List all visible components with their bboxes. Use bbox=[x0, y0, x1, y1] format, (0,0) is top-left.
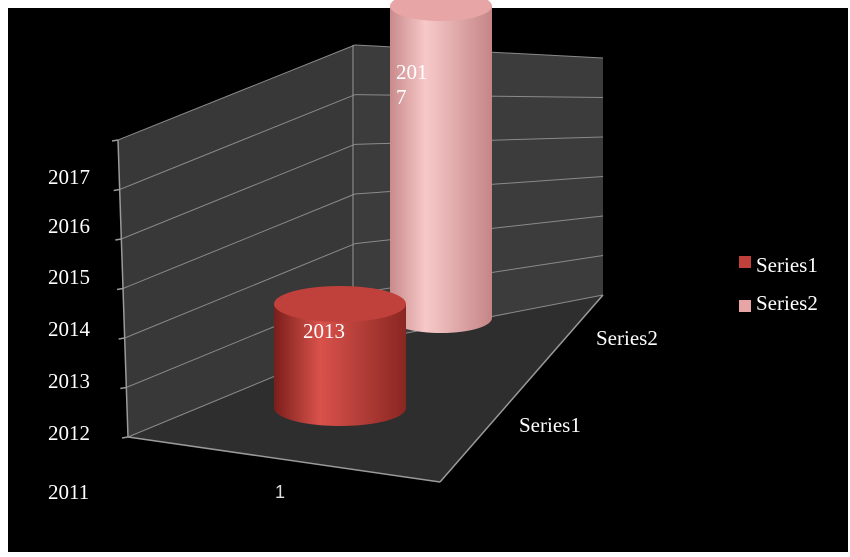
cylinder-top bbox=[390, 0, 492, 21]
y-tick-label: 2013 bbox=[48, 369, 90, 393]
legend-label-series2: Series2 bbox=[756, 291, 818, 315]
y-tick-label: 2016 bbox=[48, 214, 90, 238]
bar-series2 bbox=[390, 0, 492, 333]
data-label-series2-line1: 201 bbox=[396, 60, 428, 84]
value-axis-line bbox=[117, 139, 129, 438]
y-tick-mark bbox=[121, 436, 129, 439]
y-tick-mark bbox=[113, 188, 120, 192]
y-tick-mark bbox=[111, 139, 119, 142]
series-axis-label: Series2 bbox=[596, 326, 658, 350]
y-tick-mark bbox=[116, 287, 124, 291]
legend-swatch-series2 bbox=[739, 300, 751, 312]
y-tick-label: 2017 bbox=[48, 165, 90, 189]
cylinder-body bbox=[274, 304, 406, 426]
y-tick-mark bbox=[120, 386, 127, 390]
y-tick-label: 2014 bbox=[48, 317, 91, 341]
legend-swatch-series1 bbox=[739, 256, 751, 268]
y-tick-mark bbox=[115, 238, 122, 241]
series-axis-label: Series1 bbox=[519, 413, 581, 437]
data-label-series1: 2013 bbox=[303, 319, 345, 343]
y-tick-label: 2012 bbox=[48, 421, 90, 445]
gridline-left bbox=[122, 193, 356, 289]
cylinder-top bbox=[274, 286, 406, 322]
y-tick-label: 2011 bbox=[48, 480, 89, 504]
x-tick-label: 1 bbox=[275, 482, 285, 502]
series-axis-line bbox=[439, 294, 604, 483]
y-tick-mark bbox=[118, 337, 125, 340]
gridline-left bbox=[117, 44, 356, 141]
gridline-left bbox=[119, 94, 356, 190]
legend-label-series1: Series1 bbox=[756, 253, 818, 277]
cylinder-body bbox=[390, 6, 492, 333]
data-label-series2-line2: 7 bbox=[396, 85, 407, 109]
legend: Series1 Series2 bbox=[739, 253, 818, 315]
category-axis-line bbox=[127, 436, 441, 483]
bars bbox=[274, 0, 492, 426]
gridline-left bbox=[124, 243, 356, 339]
y-tick-label: 2015 bbox=[48, 265, 90, 289]
bar-series1 bbox=[274, 286, 406, 426]
gridline-left bbox=[121, 143, 356, 240]
